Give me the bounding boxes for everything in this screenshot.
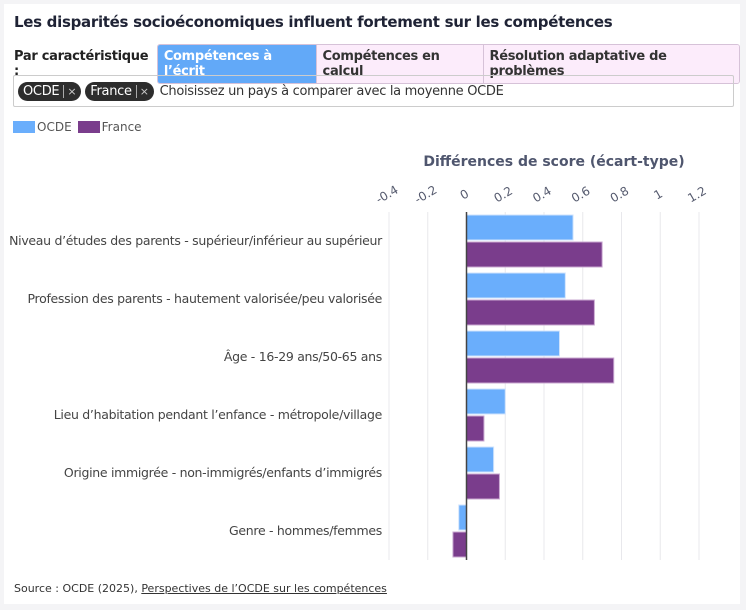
- bar-ocde: [466, 330, 560, 357]
- bar-ocde: [466, 388, 506, 415]
- close-icon[interactable]: ×: [135, 84, 149, 98]
- category-label: Niveau d’études des parents - supérieur/…: [9, 233, 383, 248]
- chip-label: France: [90, 83, 132, 99]
- x-tick-label: 0.6: [569, 184, 593, 206]
- legend-swatch-ocde: [13, 121, 35, 133]
- x-tick-label: 0: [458, 187, 472, 203]
- category-label: Profession des parents - hautement valor…: [28, 291, 383, 306]
- chip-ocde: OCDE ×: [18, 81, 82, 101]
- bar-france: [466, 241, 603, 268]
- bar-france: [452, 531, 467, 558]
- x-tick-label: 0.2: [491, 184, 515, 206]
- axis-title: Différences de score (écart-type): [423, 154, 684, 170]
- x-tick-label: -0.2: [412, 183, 439, 207]
- bar-ocde: [466, 272, 566, 299]
- legend-swatch-france: [77, 121, 100, 133]
- bar-france: [466, 473, 500, 500]
- legend-label-france[interactable]: France: [101, 120, 142, 134]
- x-tick-label: 1.2: [685, 184, 709, 206]
- legend-label-ocde[interactable]: OCDE: [37, 120, 72, 134]
- x-tick-label: 0.8: [608, 184, 632, 206]
- tab-numeracy[interactable]: Compétences en calcul: [315, 45, 483, 83]
- bar-france: [466, 299, 595, 326]
- bar-france: [466, 415, 485, 442]
- close-icon[interactable]: ×: [63, 84, 77, 98]
- chip-france: France ×: [85, 81, 154, 101]
- bar-ocde: [466, 214, 574, 241]
- page-title: Les disparités socioéconomiques influent…: [14, 13, 613, 31]
- category-label: Genre - hommes/femmes: [229, 523, 382, 538]
- x-tick-label: 0.4: [530, 184, 554, 206]
- bar-ocde: [458, 504, 467, 531]
- category-label: Âge - 16-29 ans/50-65 ans: [224, 349, 382, 364]
- bar-france: [466, 357, 615, 384]
- characteristic-filter: Par caractéristique : Compétences à l’éc…: [14, 44, 740, 84]
- legend: OCDE France: [13, 120, 142, 134]
- chip-label: OCDE: [23, 83, 60, 99]
- source-prefix: Source : OCDE (2025),: [14, 582, 142, 595]
- source-note: Source : OCDE (2025), Perspectives de l’…: [14, 582, 387, 595]
- x-tick-label: 1: [651, 187, 665, 203]
- x-tick-label: -0.4: [373, 183, 400, 207]
- bar-ocde: [466, 446, 495, 473]
- category-label: Lieu d’habitation pendant l’enfance - mé…: [54, 407, 383, 422]
- filter-label: Par caractéristique :: [14, 49, 149, 79]
- category-label: Origine immigrée - non-immigrés/enfants …: [64, 465, 382, 480]
- tab-problem-solving[interactable]: Résolution adaptative de problèmes: [482, 45, 739, 83]
- source-link[interactable]: Perspectives de l’OCDE sur les compétenc…: [141, 582, 387, 595]
- country-select[interactable]: OCDE × France × Choisissez un pays à com…: [13, 75, 734, 107]
- chart-card: Les disparités socioéconomiques influent…: [4, 4, 740, 604]
- country-search-input[interactable]: Choisissez un pays à comparer avec la mo…: [159, 83, 504, 99]
